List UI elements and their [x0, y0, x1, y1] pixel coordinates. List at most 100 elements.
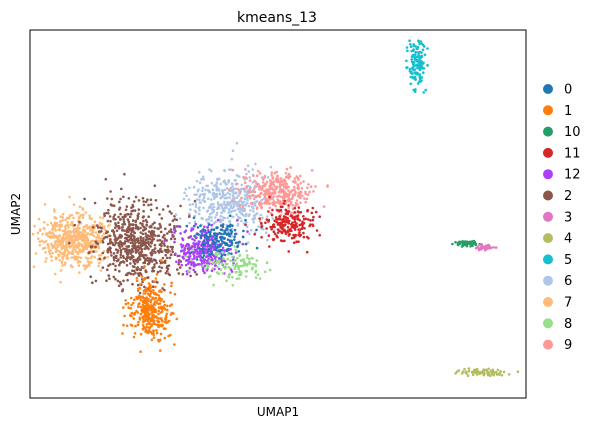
- cluster-point: [41, 247, 45, 251]
- cluster-point: [91, 224, 94, 227]
- cluster-point: [467, 367, 471, 370]
- legend-marker: [543, 105, 553, 116]
- cluster-point: [228, 168, 231, 171]
- cluster-point: [418, 73, 422, 76]
- cluster-point: [109, 251, 113, 254]
- cluster-point: [234, 187, 238, 190]
- cluster-point: [67, 236, 71, 240]
- cluster-point: [157, 251, 161, 254]
- cluster-point: [244, 275, 248, 278]
- cluster-point: [77, 212, 80, 215]
- cluster-point: [148, 235, 152, 238]
- cluster-point: [292, 185, 296, 189]
- cluster-point: [112, 252, 116, 255]
- cluster-point: [203, 229, 207, 232]
- cluster-point: [83, 267, 87, 271]
- cluster-point: [326, 185, 329, 188]
- cluster-point: [97, 235, 101, 238]
- cluster-point: [112, 215, 115, 219]
- cluster-point: [160, 266, 164, 270]
- cluster-point: [228, 196, 232, 199]
- cluster-point: [248, 213, 251, 216]
- cluster-point: [129, 252, 133, 255]
- cluster-point: [293, 211, 297, 214]
- cluster-point: [159, 226, 162, 229]
- cluster-point: [72, 203, 76, 206]
- cluster-point: [260, 198, 264, 202]
- cluster-point: [214, 193, 218, 196]
- cluster-point: [146, 303, 149, 307]
- legend-marker: [543, 147, 553, 158]
- cluster-point: [242, 175, 245, 179]
- cluster-point: [225, 279, 228, 283]
- cluster-point: [126, 245, 130, 249]
- cluster-point: [482, 245, 486, 249]
- cluster-point: [43, 246, 47, 250]
- cluster-point: [232, 260, 235, 263]
- cluster-point: [150, 338, 154, 342]
- cluster-point: [151, 318, 154, 321]
- legend-item-3: 3: [543, 210, 572, 225]
- cluster-point: [221, 251, 224, 255]
- cluster-point: [139, 312, 143, 316]
- cluster-point: [421, 43, 425, 47]
- cluster-point: [300, 227, 304, 230]
- cluster-point: [110, 197, 114, 201]
- cluster-point: [144, 238, 148, 242]
- cluster-point: [221, 246, 225, 250]
- cluster-point: [273, 232, 277, 235]
- cluster-point: [194, 222, 197, 226]
- cluster-point: [275, 218, 278, 221]
- cluster-point: [233, 266, 237, 269]
- cluster-point: [322, 205, 326, 208]
- cluster-point: [81, 244, 85, 248]
- cluster-point: [301, 220, 304, 224]
- cluster-point: [264, 193, 268, 196]
- cluster-point: [160, 259, 163, 262]
- cluster-point: [202, 243, 205, 247]
- cluster-point: [304, 190, 307, 194]
- cluster-point: [201, 264, 205, 268]
- cluster-point: [173, 292, 177, 296]
- cluster-point: [198, 263, 201, 266]
- cluster-point: [184, 259, 188, 262]
- cluster-point: [242, 258, 245, 261]
- cluster-point: [126, 218, 130, 221]
- cluster-point: [38, 229, 42, 233]
- cluster-point: [281, 239, 285, 243]
- legend-item-1: 1: [543, 104, 572, 119]
- cluster-point: [127, 234, 130, 238]
- cluster-point: [228, 239, 232, 242]
- cluster-point: [181, 255, 184, 259]
- cluster-point: [258, 186, 262, 189]
- cluster-point: [289, 223, 293, 226]
- cluster-point: [146, 314, 150, 317]
- cluster-point: [139, 350, 142, 354]
- cluster-point: [208, 206, 211, 210]
- cluster-point: [182, 251, 186, 255]
- cluster-point: [217, 262, 221, 265]
- cluster-point: [214, 183, 218, 187]
- cluster-point: [189, 258, 193, 262]
- cluster-point: [148, 308, 152, 311]
- cluster-point: [155, 206, 159, 210]
- cluster-point: [269, 182, 272, 186]
- cluster-point: [151, 304, 155, 308]
- cluster-point: [82, 225, 85, 229]
- cluster-point: [71, 230, 75, 233]
- cluster-point: [285, 209, 289, 213]
- cluster-point: [146, 198, 149, 201]
- cluster-point: [143, 247, 146, 250]
- cluster-point: [80, 238, 84, 241]
- cluster-point: [286, 226, 290, 229]
- cluster-6-points: [174, 141, 281, 246]
- cluster-point: [133, 244, 137, 247]
- cluster-point: [91, 226, 95, 229]
- cluster-point: [212, 210, 215, 214]
- cluster-point: [136, 272, 140, 275]
- cluster-point: [142, 265, 146, 269]
- cluster-point: [225, 232, 228, 236]
- cluster-point: [227, 208, 231, 211]
- cluster-point: [231, 255, 234, 259]
